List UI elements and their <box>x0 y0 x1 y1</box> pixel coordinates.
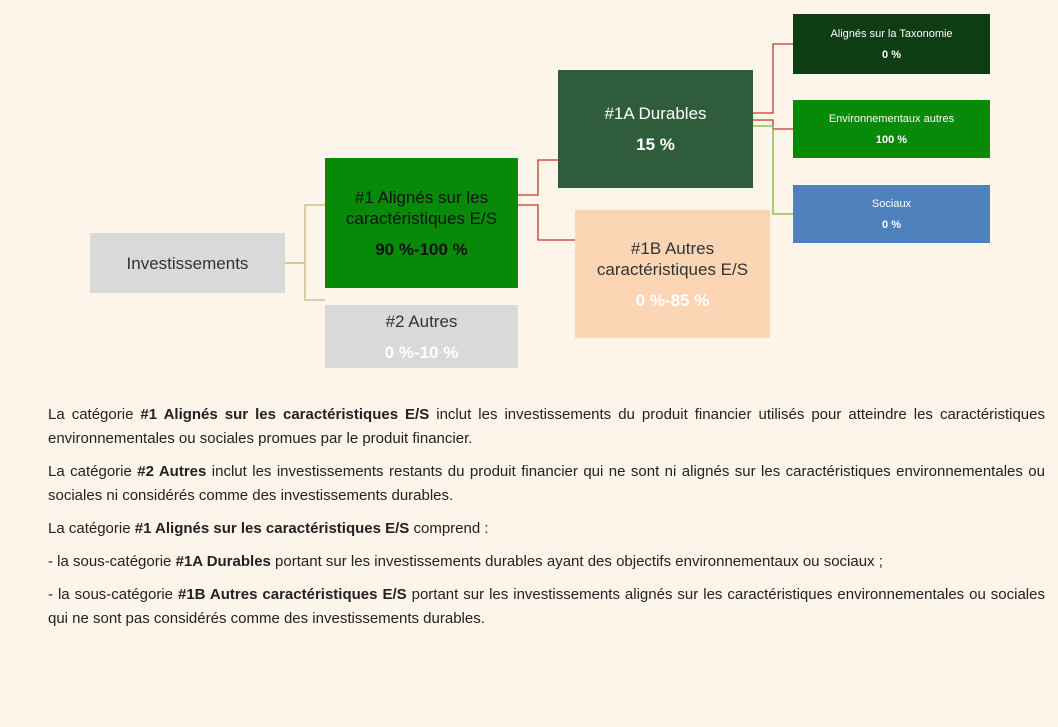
node: Alignés sur la Taxonomie 0 % <box>793 14 990 74</box>
text: portant sur les investissements alignés … <box>48 586 1045 627</box>
node: #1A Durables 15 % <box>558 70 753 188</box>
text: inclut les investissements restants du p… <box>48 463 1045 504</box>
text: La catégorie <box>48 463 138 480</box>
text: La catégorie <box>48 520 135 537</box>
bold-text: #1 Alignés sur les caractéristiques E/S <box>140 406 430 423</box>
connector <box>518 204 575 241</box>
connectors <box>285 43 793 301</box>
paragraph: La catégorie #2 Autres inclut les invest… <box>48 460 1045 508</box>
text: inclut les investissements du produit fi… <box>48 406 1045 447</box>
node-label: #2 Autres <box>385 311 458 331</box>
node: #2 Autres 0 %-10 % <box>325 305 518 368</box>
node-value: 100 % <box>875 133 908 146</box>
bold-text: #1A Durables <box>175 553 271 570</box>
node-value: 0 %-85 % <box>635 290 710 310</box>
text: portant sur les investissements durables… <box>270 553 883 570</box>
connector <box>518 159 558 196</box>
node-value: 90 %-100 % <box>375 239 468 259</box>
connector <box>285 204 325 264</box>
node-value: 0 % <box>882 218 901 231</box>
text: - la sous-catégorie <box>48 586 178 603</box>
node-label: Alignés sur la Taxonomie <box>830 27 953 40</box>
connector <box>753 119 793 130</box>
text: comprend : <box>409 520 489 537</box>
paragraph: - la sous-catégorie #1A Durables portant… <box>48 550 1045 574</box>
node-label: #1B Autres caractéristiques E/S <box>596 238 749 279</box>
node-label: Sociaux <box>871 197 912 210</box>
node: Environnementaux autres 100 % <box>793 100 990 158</box>
paragraph: La catégorie #1 Alignés sur les caractér… <box>48 403 1045 451</box>
node-label: #1A Durables <box>604 104 707 123</box>
node-label: Environnementaux autres <box>828 112 955 125</box>
connector <box>753 43 793 114</box>
node-value: 0 %-10 % <box>384 342 459 362</box>
text: La catégorie <box>48 406 141 423</box>
node: Sociaux 0 % <box>793 185 990 243</box>
node-label: Investissements <box>126 253 249 273</box>
node: Investissements <box>90 233 285 293</box>
node-value: 15 % <box>636 135 675 154</box>
text: - la sous-catégorie <box>48 553 176 570</box>
paragraph: La catégorie #1 Alignés sur les caractér… <box>48 517 1045 541</box>
bold-text: #2 Autres <box>137 463 207 480</box>
node: #1B Autres caractéristiques E/S 0 %-85 % <box>575 210 770 338</box>
connector <box>285 262 325 301</box>
node-label: #1 Alignés sur les caractéristiques E/S <box>345 187 498 228</box>
bold-text: #1 Alignés sur les caractéristiques E/S <box>134 520 410 537</box>
node: #1 Alignés sur les caractéristiques E/S 9… <box>325 158 518 288</box>
node-value: 0 % <box>882 48 901 61</box>
bold-text: #1B Autres caractéristiques E/S <box>177 586 407 603</box>
text-block: La catégorie #1 Alignés sur les caractér… <box>48 403 1045 640</box>
connector <box>753 125 793 215</box>
paragraph: - la sous-catégorie #1B Autres caractéri… <box>48 583 1045 631</box>
